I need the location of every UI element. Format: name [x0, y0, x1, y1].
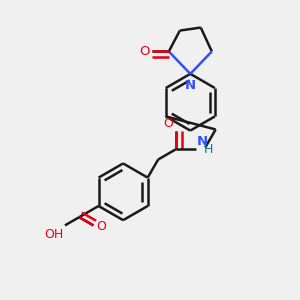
Text: H: H — [203, 143, 213, 156]
Text: N: N — [196, 135, 208, 148]
Text: OH: OH — [44, 228, 63, 241]
Text: N: N — [185, 79, 196, 92]
Text: O: O — [139, 45, 149, 58]
Text: O: O — [96, 220, 106, 233]
Text: O: O — [163, 117, 173, 130]
